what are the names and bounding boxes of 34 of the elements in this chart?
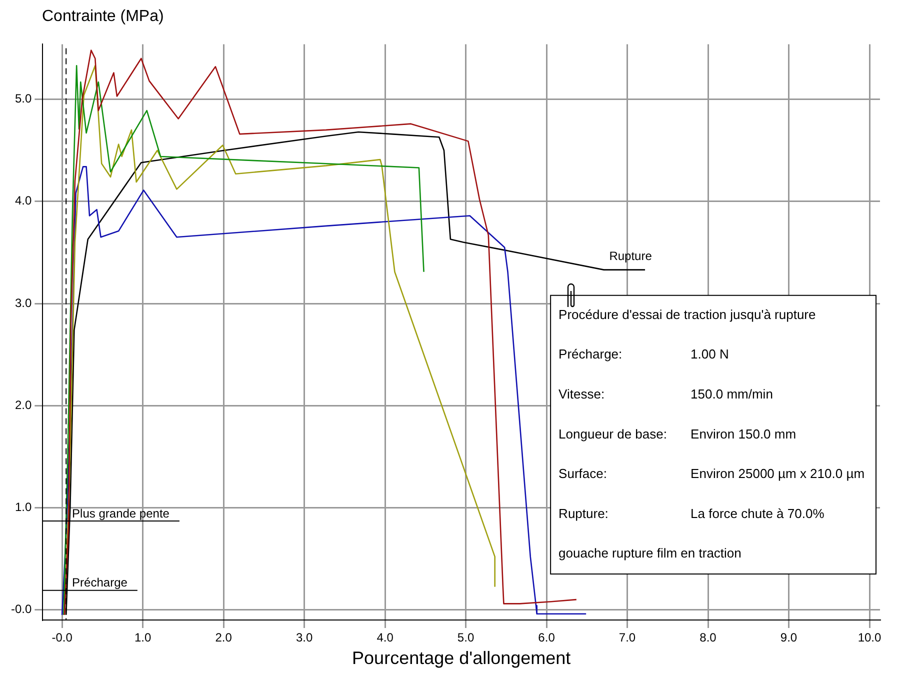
annotation: Environ 25000 µm x 210.0 µm bbox=[690, 466, 865, 482]
x-tick-label: 1.0 bbox=[134, 630, 152, 645]
x-tick-label: 6.0 bbox=[538, 630, 556, 645]
annotation: Surface: bbox=[558, 466, 607, 482]
y-tick-label: 2.0 bbox=[14, 398, 32, 412]
ref-line-label: Précharge bbox=[72, 576, 128, 590]
x-tick-label: 2.0 bbox=[215, 630, 232, 645]
y-axis-title: Contrainte (MPa) bbox=[41, 8, 165, 27]
y-tick-label: 4.0 bbox=[14, 194, 32, 208]
x-tick-label: 9.0 bbox=[780, 630, 798, 645]
x-tick-label: -0.0 bbox=[52, 630, 73, 645]
y-tick-label: -0.0 bbox=[10, 602, 32, 616]
x-tick-label: 5.0 bbox=[457, 630, 474, 645]
annotation: Longueur de base: bbox=[558, 426, 667, 442]
annotation: Procédure d'essai de traction jusqu'à rupture bbox=[558, 306, 816, 322]
x-tick-label: 10.0 bbox=[858, 630, 882, 645]
y-tick-label: 5.0 bbox=[14, 92, 32, 106]
x-tick-label: 3.0 bbox=[296, 630, 313, 645]
annotation: 150.0 mm/min bbox=[690, 386, 773, 402]
x-tick-label: 8.0 bbox=[700, 630, 717, 645]
ref-line-label: Plus grande pente bbox=[72, 506, 170, 520]
annotation: Précharge: bbox=[558, 346, 622, 362]
x-tick-label: 7.0 bbox=[618, 630, 636, 645]
y-tick-label: 3.0 bbox=[14, 296, 32, 310]
y-tick-label: 1.0 bbox=[14, 500, 32, 514]
x-tick-label: 4.0 bbox=[376, 630, 394, 645]
annotation: gouache rupture film en traction bbox=[558, 546, 742, 561]
annotation: Environ 150.0 mm bbox=[690, 426, 796, 442]
annotation: Rupture: bbox=[558, 506, 608, 521]
annotation: 1.00 N bbox=[690, 346, 729, 362]
annotation: Rupture bbox=[609, 249, 652, 264]
annotation: La force chute à 70.0% bbox=[690, 506, 825, 521]
x-axis-title: Pourcentage d'allongement bbox=[352, 648, 571, 668]
annotation: Vitesse: bbox=[558, 386, 605, 402]
